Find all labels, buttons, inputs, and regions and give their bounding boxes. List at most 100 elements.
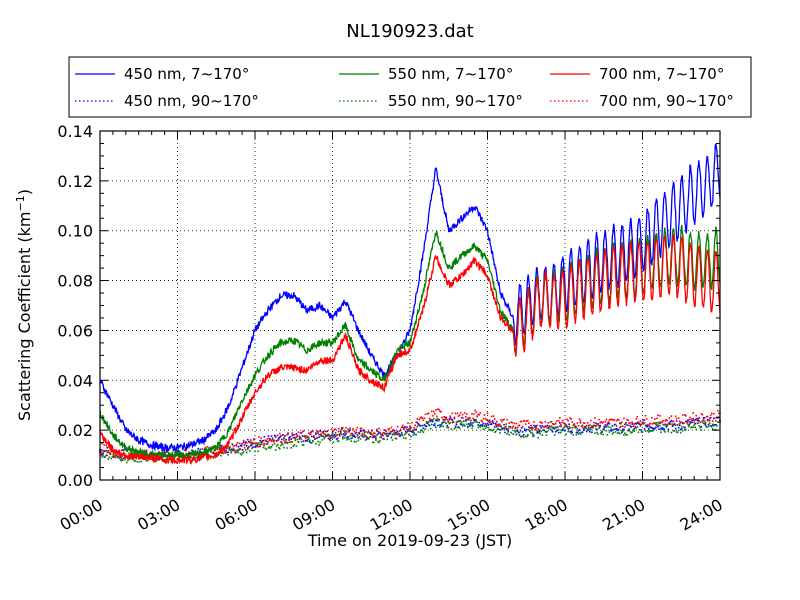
data-point	[466, 418, 468, 421]
data-point	[503, 423, 505, 426]
legend-tilde-symbol: ∼	[465, 65, 478, 83]
data-point	[549, 428, 552, 431]
data-point	[491, 429, 494, 432]
data-point	[206, 446, 209, 448]
data-point	[387, 428, 390, 431]
data-point	[609, 429, 612, 432]
data-point	[329, 435, 332, 438]
data-point	[238, 448, 241, 450]
data-point	[237, 451, 240, 454]
data-point	[512, 433, 515, 436]
data-point	[457, 426, 460, 428]
data-point	[469, 417, 471, 419]
data-point	[423, 417, 426, 420]
data-point	[529, 427, 531, 429]
data-point	[287, 433, 289, 435]
x-tick-label: 18:00	[522, 495, 571, 535]
data-point	[432, 417, 435, 420]
data-point	[256, 442, 258, 445]
data-point	[684, 414, 686, 416]
data-point	[505, 423, 507, 425]
data-point	[662, 423, 664, 426]
data-point	[239, 448, 242, 451]
data-point	[713, 412, 715, 415]
data-point	[254, 450, 256, 453]
data-point	[578, 428, 581, 431]
data-point	[651, 426, 653, 429]
legend-tilde-symbol: ∼	[210, 92, 223, 110]
data-point	[715, 419, 717, 422]
data-point	[585, 424, 588, 427]
data-point	[535, 427, 537, 430]
data-point	[363, 433, 366, 435]
data-point	[285, 438, 287, 441]
data-point	[333, 428, 336, 431]
data-point	[353, 440, 355, 443]
data-point	[257, 446, 259, 448]
data-point	[390, 436, 393, 439]
data-point	[224, 452, 226, 454]
data-point	[478, 421, 481, 424]
data-point	[121, 459, 124, 461]
data-point	[656, 424, 658, 427]
data-point	[656, 417, 658, 420]
data-point	[322, 435, 324, 438]
data-point	[136, 460, 138, 463]
data-point	[612, 431, 615, 434]
data-point	[405, 437, 407, 440]
data-point	[350, 437, 352, 440]
data-point	[580, 431, 583, 434]
data-point	[240, 454, 243, 456]
data-point	[704, 422, 707, 425]
data-point	[571, 431, 574, 434]
data-point	[326, 433, 329, 436]
data-point	[442, 425, 444, 428]
data-point	[375, 437, 377, 440]
data-point	[567, 427, 569, 430]
x-axis-label: Time on 2019-09-23 (JST)	[307, 531, 512, 550]
data-point	[109, 452, 112, 455]
data-point	[132, 453, 134, 455]
data-point	[548, 425, 551, 427]
data-point	[485, 423, 488, 426]
data-point	[300, 431, 303, 434]
data-point	[391, 433, 394, 436]
legend: 450 nm, 7∼170°450 nm, 90∼170°550 nm, 7∼1…	[68, 56, 752, 118]
data-point	[679, 428, 682, 431]
data-point	[258, 436, 260, 438]
data-point	[337, 427, 340, 430]
data-point	[664, 420, 667, 422]
data-point	[258, 445, 260, 448]
data-point	[562, 429, 564, 432]
data-point	[697, 419, 700, 422]
data-point	[473, 419, 475, 422]
data-point	[635, 426, 638, 429]
data-point	[705, 425, 708, 428]
data-point	[582, 422, 585, 424]
data-point	[100, 450, 102, 452]
data-point	[311, 435, 313, 438]
data-point	[339, 432, 342, 435]
data-point	[289, 436, 291, 438]
data-point	[421, 424, 424, 427]
data-point	[639, 425, 642, 427]
data-point	[399, 428, 402, 430]
data-point	[696, 422, 699, 425]
data-point	[327, 433, 330, 436]
data-point	[267, 441, 270, 444]
data-point	[353, 435, 355, 437]
data-point	[398, 430, 401, 432]
data-point	[397, 432, 400, 435]
data-point	[653, 427, 655, 430]
data-point	[106, 446, 109, 449]
data-point	[366, 437, 369, 439]
data-point	[552, 426, 555, 429]
data-point	[249, 450, 251, 452]
data-point	[352, 435, 354, 438]
data-point	[126, 461, 128, 464]
data-point	[567, 430, 569, 433]
data-point	[454, 426, 457, 429]
data-point	[472, 417, 474, 420]
data-point	[332, 435, 335, 437]
data-point	[153, 460, 156, 463]
